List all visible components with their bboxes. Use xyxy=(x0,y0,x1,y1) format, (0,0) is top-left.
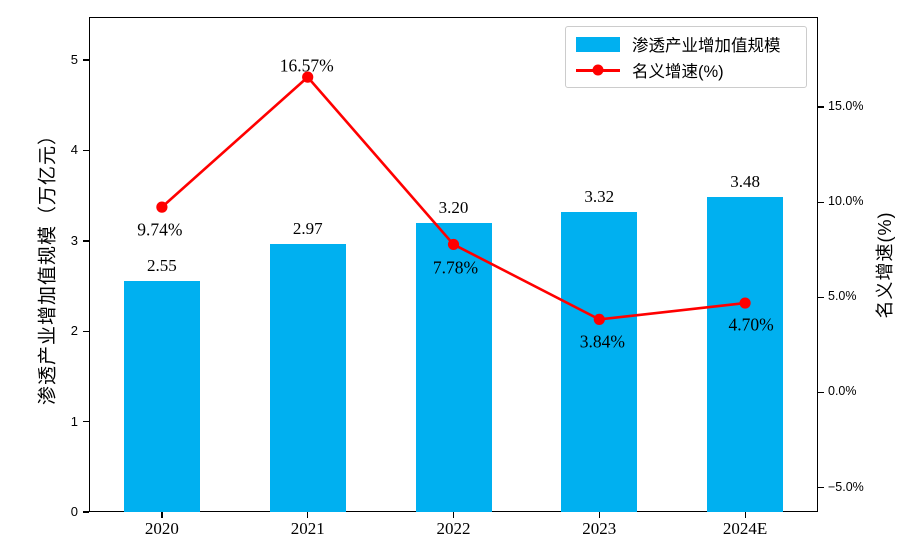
bar-value-label: 3.32 xyxy=(584,186,615,206)
x-tickmark xyxy=(452,512,455,518)
legend-line-marker xyxy=(576,63,620,78)
bar-2022 xyxy=(415,222,492,512)
y-left-tickmark xyxy=(83,330,89,332)
legend-item-bar-series: 渗透产业增加值规模 xyxy=(576,32,796,56)
line-point-marker xyxy=(739,297,751,309)
line-point-label: 9.74% xyxy=(137,219,183,240)
right-axis-title: 名义增速(%) xyxy=(875,211,895,319)
y-right-tickmark xyxy=(818,106,824,108)
x-tickmark xyxy=(307,512,309,518)
bar-2024E xyxy=(707,197,784,512)
line-point-label: 4.70% xyxy=(728,314,774,335)
y-left-tick-label: 1 xyxy=(70,413,78,429)
bar-value-label: 3.20 xyxy=(438,197,469,217)
y-right-tick-label: 10.0% xyxy=(828,194,864,209)
line-point-marker xyxy=(302,71,314,83)
growth-line xyxy=(161,75,746,321)
x-tick-label: 2022 xyxy=(436,519,471,538)
y-right-tickmark xyxy=(818,296,824,299)
legend-bar-swatch xyxy=(576,36,620,52)
x-tick-label: 2024E xyxy=(722,519,768,538)
x-tick-label: 2023 xyxy=(582,519,617,538)
y-right-tickmark xyxy=(818,201,824,203)
y-left-tick-label: 5 xyxy=(70,52,78,68)
y-right-tick-label: 0.0% xyxy=(828,384,857,399)
x-tickmark xyxy=(598,512,600,518)
y-left-tick-label: 3 xyxy=(70,232,78,248)
line-point-label: 3.84% xyxy=(579,331,625,352)
line-series-layer xyxy=(156,71,751,326)
x-tickmark xyxy=(161,512,163,518)
legend-item-line-series: 名义增速(%) xyxy=(576,58,796,82)
bar-2021 xyxy=(269,243,346,512)
y-right-tick-label: 5.0% xyxy=(828,289,857,304)
legend: 渗透产业增加值规模 名义增速(%) xyxy=(565,26,807,88)
line-point-label: 7.78% xyxy=(432,257,479,278)
line-point-marker xyxy=(447,238,460,251)
y-left-tick-label: 4 xyxy=(70,142,78,158)
y-left-tick-label: 2 xyxy=(70,323,78,339)
x-tick-label: 2020 xyxy=(144,519,179,538)
legend-label-line-series: 名义增速(%) xyxy=(632,63,724,81)
y-left-tick-label: 0 xyxy=(70,504,78,519)
line-point-marker xyxy=(156,201,168,213)
line-point-label: 16.57% xyxy=(279,55,334,76)
y-left-tickmark xyxy=(83,240,89,242)
bar-value-label: 3.48 xyxy=(730,172,760,192)
x-tick-label: 2021 xyxy=(290,519,325,538)
x-tickmark xyxy=(744,512,746,518)
plot-area: 2.55 2.97 3.20 3.32 3.48 9.74% 16.57% 7.78% 3.84… xyxy=(89,17,818,512)
bar-2020 xyxy=(123,281,200,512)
y-left-tickmark xyxy=(83,59,89,61)
left-axis-title: 渗透产业增加值规模（万亿元） xyxy=(37,124,59,406)
bar-value-label: 2.97 xyxy=(292,218,323,238)
y-right-tick-label: −5.0% xyxy=(828,479,864,494)
y-left-tickmark xyxy=(83,149,89,152)
y-right-tick-label: 15.0% xyxy=(828,99,864,114)
legend-label-bar-series: 渗透产业增加值规模 xyxy=(632,37,781,55)
y-left-tickmark xyxy=(83,421,89,423)
y-left-tickmark xyxy=(83,511,89,513)
bar-2023 xyxy=(561,211,638,512)
line-point-marker xyxy=(593,313,605,326)
legend-dot-icon xyxy=(592,64,604,76)
y-right-tickmark xyxy=(818,391,824,394)
y-right-tickmark xyxy=(818,487,824,489)
bar-value-label: 2.55 xyxy=(147,256,177,276)
